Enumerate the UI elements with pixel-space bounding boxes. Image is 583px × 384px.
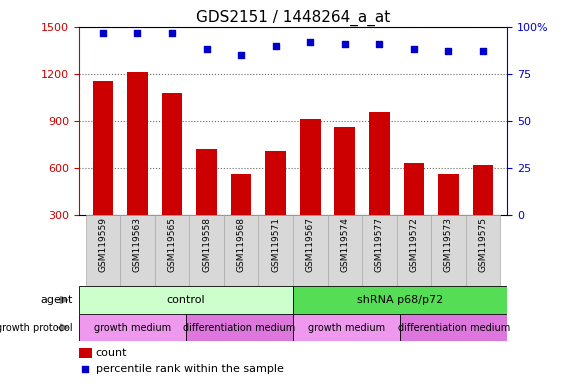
- Bar: [473, 165, 493, 215]
- Text: agent: agent: [40, 295, 73, 305]
- Text: GSM119575: GSM119575: [479, 217, 487, 272]
- Bar: [79, 314, 186, 341]
- Text: control: control: [167, 295, 205, 305]
- Bar: [86, 215, 120, 286]
- Bar: [335, 127, 355, 215]
- Bar: [293, 215, 328, 286]
- Text: differentiation medium: differentiation medium: [183, 323, 296, 333]
- Bar: [369, 112, 389, 215]
- Point: [271, 43, 280, 49]
- Point: [409, 46, 419, 53]
- Text: GSM119574: GSM119574: [340, 217, 349, 272]
- Text: GSM119572: GSM119572: [409, 217, 419, 272]
- Bar: [196, 149, 217, 215]
- Point: [98, 30, 107, 36]
- Bar: [293, 314, 400, 341]
- Bar: [438, 174, 459, 215]
- Bar: [328, 215, 362, 286]
- Point: [375, 41, 384, 47]
- Bar: [161, 93, 182, 215]
- Bar: [79, 348, 92, 358]
- Bar: [265, 151, 286, 215]
- Point: [80, 366, 90, 372]
- Text: GSM119558: GSM119558: [202, 217, 211, 272]
- Bar: [300, 119, 321, 215]
- Bar: [400, 314, 507, 341]
- Bar: [120, 215, 154, 286]
- Text: shRNA p68/p72: shRNA p68/p72: [357, 295, 443, 305]
- Text: GSM119573: GSM119573: [444, 217, 453, 272]
- Point: [479, 48, 488, 55]
- Bar: [79, 286, 293, 314]
- Text: growth medium: growth medium: [308, 323, 385, 333]
- Bar: [154, 215, 189, 286]
- Text: growth medium: growth medium: [94, 323, 171, 333]
- Title: GDS2151 / 1448264_a_at: GDS2151 / 1448264_a_at: [196, 9, 390, 25]
- Bar: [431, 215, 466, 286]
- Bar: [127, 72, 148, 215]
- Text: GSM119559: GSM119559: [99, 217, 107, 272]
- Point: [305, 39, 315, 45]
- Bar: [224, 215, 258, 286]
- Point: [237, 52, 246, 58]
- Text: GSM119567: GSM119567: [305, 217, 315, 272]
- Bar: [258, 215, 293, 286]
- Text: GSM119563: GSM119563: [133, 217, 142, 272]
- Bar: [293, 286, 507, 314]
- Text: GSM119571: GSM119571: [271, 217, 280, 272]
- Text: GSM119577: GSM119577: [375, 217, 384, 272]
- Point: [444, 48, 453, 55]
- Text: differentiation medium: differentiation medium: [398, 323, 510, 333]
- Point: [167, 30, 177, 36]
- Text: growth protocol: growth protocol: [0, 323, 73, 333]
- Bar: [396, 215, 431, 286]
- Text: GSM119565: GSM119565: [167, 217, 177, 272]
- Bar: [231, 174, 251, 215]
- Text: count: count: [96, 348, 127, 358]
- Bar: [189, 215, 224, 286]
- Bar: [403, 163, 424, 215]
- Point: [202, 46, 211, 53]
- Point: [133, 30, 142, 36]
- Bar: [466, 215, 500, 286]
- Text: GSM119568: GSM119568: [237, 217, 245, 272]
- Bar: [362, 215, 396, 286]
- Bar: [93, 81, 113, 215]
- Text: percentile rank within the sample: percentile rank within the sample: [96, 364, 284, 374]
- Bar: [186, 314, 293, 341]
- Point: [340, 41, 349, 47]
